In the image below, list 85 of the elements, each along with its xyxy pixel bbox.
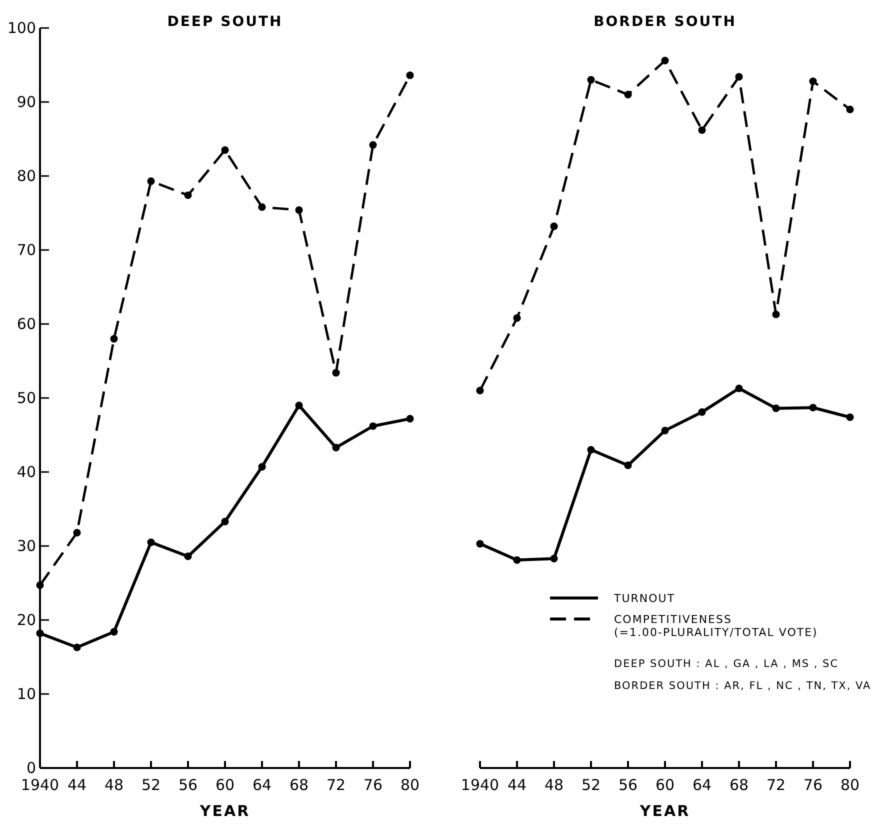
point [698, 408, 706, 416]
x-tick-label: 1940 [460, 776, 500, 794]
x-tick-label: 72 [326, 776, 346, 794]
point [809, 77, 817, 86]
y-tick-label: 60 [16, 315, 36, 333]
y-tick-label: 20 [16, 611, 36, 629]
x-tick-label: 76 [803, 776, 823, 794]
point [221, 518, 229, 526]
point [772, 310, 780, 318]
point [587, 446, 595, 454]
point [809, 404, 817, 412]
point [369, 141, 377, 149]
point [36, 581, 44, 590]
x-tick-label: 60 [655, 776, 675, 794]
chart-title: BORDER SOUTH [594, 14, 736, 30]
x-tick-label: 60 [215, 776, 235, 794]
x-tick-label: 48 [544, 776, 564, 794]
point [147, 177, 155, 185]
point [846, 413, 854, 422]
point [846, 106, 854, 114]
x-tick-label: 56 [618, 776, 638, 794]
x-tick-label: 44 [507, 776, 527, 794]
point [550, 222, 558, 230]
point [369, 422, 377, 430]
y-tick-label: 100 [7, 19, 36, 37]
point [624, 90, 632, 98]
y-tick-label: 80 [16, 167, 36, 185]
point [73, 644, 81, 652]
point [476, 540, 484, 548]
y-tick-label: 0 [26, 759, 36, 777]
x-tick-label: 68 [729, 776, 749, 794]
point [406, 414, 414, 423]
point [735, 73, 743, 81]
point [513, 314, 521, 322]
point [295, 206, 303, 214]
y-tick-label: 40 [16, 463, 36, 481]
y-tick-label: 10 [16, 685, 36, 703]
x-axis-title: YEAR [638, 802, 690, 820]
point [513, 556, 521, 564]
x-tick-label: 80 [840, 776, 860, 794]
x-tick-label: 56 [178, 776, 198, 794]
point [184, 552, 192, 560]
x-tick-label: 64 [692, 776, 712, 794]
legend-label: TURNOUT [613, 592, 676, 605]
point [624, 462, 632, 470]
point [258, 203, 266, 211]
point [36, 630, 44, 638]
point [147, 538, 155, 546]
x-tick-label: 1940 [20, 776, 60, 794]
x-tick-label: 48 [104, 776, 124, 794]
point [550, 554, 558, 562]
x-tick-label: 44 [67, 776, 87, 794]
y-tick-label: 30 [16, 537, 36, 555]
y-tick-label: 90 [16, 93, 36, 111]
x-axis-title: YEAR [198, 802, 250, 820]
point [184, 191, 192, 200]
point [406, 72, 414, 80]
annotation: BORDER SOUTH : AR, FL , NC , TN, TX, VA [614, 680, 872, 692]
x-tick-label: 52 [141, 776, 161, 794]
x-tick-label: 68 [289, 776, 309, 794]
point [661, 426, 669, 434]
point [661, 56, 669, 64]
x-tick-label: 76 [363, 776, 383, 794]
point [587, 76, 595, 84]
point [476, 386, 484, 394]
x-tick-label: 52 [581, 776, 601, 794]
x-tick-label: 64 [252, 776, 272, 794]
point [772, 404, 780, 412]
point [698, 126, 706, 134]
point [221, 146, 229, 154]
chart-title: DEEP SOUTH [167, 14, 283, 30]
legend-label: COMPETITIVENESS (=1.00-PLURALITY/TOTAL VOTE) [614, 613, 818, 639]
point [258, 463, 266, 471]
point [332, 444, 340, 452]
point [295, 402, 303, 410]
x-tick-label: 80 [400, 776, 420, 794]
y-tick-label: 70 [16, 241, 36, 259]
y-tick-label: 50 [16, 389, 36, 407]
point [332, 369, 340, 377]
point [73, 528, 81, 536]
point [735, 384, 743, 392]
x-tick-label: 72 [766, 776, 786, 794]
point [110, 335, 118, 343]
point [110, 628, 118, 636]
annotation: DEEP SOUTH : AL , GA , LA , MS , SC [614, 658, 839, 670]
